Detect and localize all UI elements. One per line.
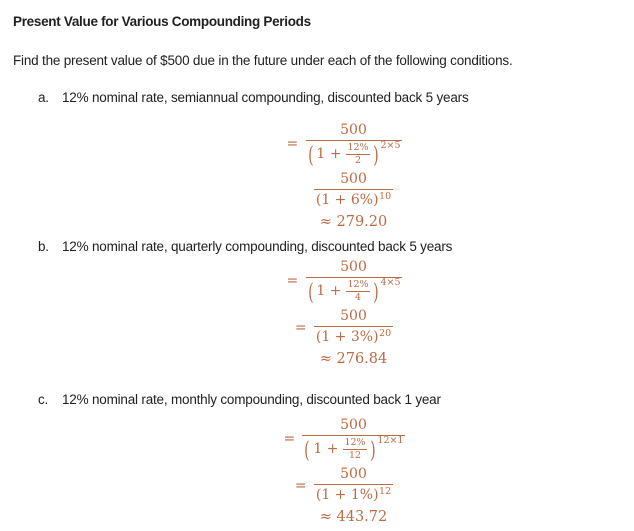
equation-step-2: = 500 (1 + 1%)12: [295, 466, 394, 505]
item-description: 12% nominal rate, monthly compounding, d…: [62, 392, 441, 407]
denominator-prefix: 1 +: [313, 441, 339, 458]
result-value: ≈ 276.84: [319, 351, 388, 367]
nested-numerator: 12%: [347, 142, 369, 153]
denominator-text: (1 + 1%): [315, 487, 379, 503]
intro-text: Find the present value of $500 due in th…: [13, 53, 513, 68]
denominator-text: (1 + 3%): [315, 329, 379, 345]
equation-step-2: = 500 (1 + 3%)20: [295, 308, 394, 347]
fraction-denominator: ( 1 + 12% 12 ) 12×1: [302, 435, 405, 464]
open-paren: (: [304, 436, 311, 464]
nested-denominator: 4: [346, 291, 370, 303]
close-paren: ): [372, 141, 379, 169]
nested-numerator: 12%: [347, 279, 369, 290]
item-letter: b.: [38, 239, 49, 254]
denominator-prefix: 1 +: [316, 146, 342, 163]
fraction-denominator: (1 + 3%)20: [313, 326, 394, 347]
fraction-numerator: 500: [340, 308, 367, 324]
equals-sign: =: [286, 273, 299, 289]
fraction-denominator: ( 1 + 12% 2 ) 2×5: [305, 140, 402, 169]
item-description: 12% nominal rate, semiannual compounding…: [62, 90, 469, 105]
fraction-denominator: (1 + 6%)10: [313, 189, 394, 210]
open-paren: (: [307, 278, 314, 306]
nested-fraction: 12% 4: [346, 279, 370, 303]
close-paren: ): [372, 278, 379, 306]
close-paren: ): [369, 436, 376, 464]
fraction-denominator: (1 + 1%)12: [313, 484, 394, 505]
equation-step-1: = 500 ( 1 + 12% 2 ) 2×5: [287, 122, 402, 169]
equation-step-1: = 500 ( 1 + 12% 4 ) 4×5: [287, 259, 402, 306]
problem-b-solution: = 500 ( 1 + 12% 4 ) 4×5 =: [49, 259, 634, 368]
fraction: 500 ( 1 + 12% 12 ) 12×1: [302, 417, 405, 464]
fraction-numerator: 500: [340, 122, 367, 138]
problem-b-heading: b. 12% nominal rate, quarterly compoundi…: [13, 239, 622, 255]
result-value: ≈ 279.20: [319, 214, 388, 230]
nested-fraction: 12% 12: [343, 437, 367, 461]
fraction: 500 (1 + 6%)10: [313, 171, 394, 210]
nested-fraction: 12% 2: [346, 142, 370, 166]
equation-step-2: 500 (1 + 6%)10: [313, 171, 394, 210]
fraction-numerator: 500: [340, 171, 367, 187]
open-paren: (: [307, 141, 314, 169]
exponent: 20: [379, 328, 392, 339]
problem-a-heading: a. 12% nominal rate, semiannual compound…: [13, 90, 622, 106]
exponent: 2×5: [380, 140, 401, 151]
nested-denominator: 2: [346, 154, 370, 166]
result-value: ≈ 443.72: [319, 509, 388, 525]
exponent: 10: [379, 191, 392, 202]
equals-sign: =: [283, 431, 296, 447]
fraction: 500 (1 + 3%)20: [313, 308, 394, 347]
problem-c-heading: c. 12% nominal rate, monthly compounding…: [13, 392, 622, 408]
problem-a: a. 12% nominal rate, semiannual compound…: [13, 90, 622, 231]
problem-b: b. 12% nominal rate, quarterly compoundi…: [13, 239, 622, 368]
problem-c: c. 12% nominal rate, monthly compounding…: [13, 392, 622, 526]
exponent: 4×5: [380, 277, 401, 288]
nested-denominator: 12: [343, 449, 367, 461]
denominator-prefix: 1 +: [316, 283, 342, 300]
fraction-numerator: 500: [340, 259, 367, 275]
denominator-text: (1 + 6%): [315, 192, 379, 208]
equals-sign: =: [294, 477, 307, 494]
item-letter: c.: [38, 392, 49, 407]
item-description: 12% nominal rate, quarterly compounding,…: [62, 239, 453, 254]
nested-numerator: 12%: [344, 437, 366, 448]
fraction-numerator: 500: [340, 466, 367, 482]
fraction: 500 ( 1 + 12% 4 ) 4×5: [305, 259, 402, 306]
page-title: Present Value for Various Compounding Pe…: [13, 14, 311, 29]
fraction-denominator: ( 1 + 12% 4 ) 4×5: [305, 277, 402, 306]
item-letter: a.: [38, 90, 49, 105]
fraction-numerator: 500: [340, 417, 367, 433]
equation-step-1: = 500 ( 1 + 12% 12 ) 12×1: [283, 417, 405, 464]
problem-c-solution: = 500 ( 1 + 12% 12 ) 12×1: [49, 417, 634, 526]
fraction: 500 ( 1 + 12% 2 ) 2×5: [305, 122, 402, 169]
exponent: 12×1: [377, 435, 404, 446]
problem-a-solution: = 500 ( 1 + 12% 2 ) 2×5: [49, 122, 634, 231]
equals-sign: =: [286, 136, 299, 152]
equals-sign: =: [294, 319, 307, 336]
exponent: 12: [379, 486, 392, 497]
fraction: 500 (1 + 1%)12: [313, 466, 394, 505]
